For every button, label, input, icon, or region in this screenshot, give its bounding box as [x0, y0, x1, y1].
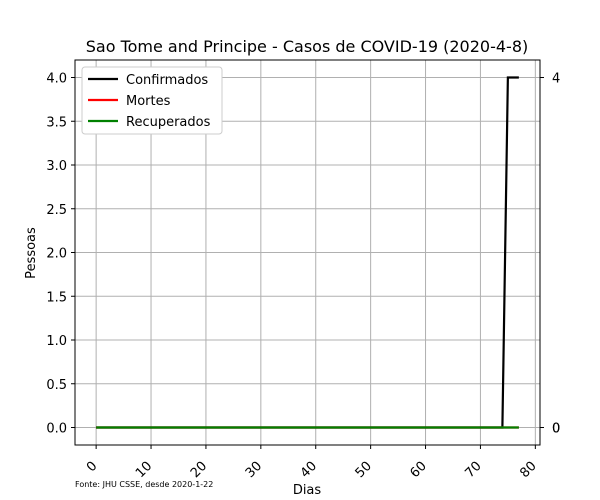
y-tick-label: 1.0 [46, 334, 67, 349]
right-value-label: 0 [552, 422, 560, 437]
right-value-label: 4 [552, 72, 560, 87]
y-tick-label: 2.5 [46, 203, 67, 218]
x-tick-label: 50 [353, 459, 375, 481]
legend: Confirmados Mortes Recuperados [81, 66, 223, 135]
y-tick-label: 0.0 [46, 422, 67, 437]
x-tick-label: 30 [243, 459, 265, 481]
y-tick-label: 4.0 [46, 72, 67, 87]
y-tick-label: 1.5 [46, 290, 67, 305]
x-axis-ticks: 0 10 20 30 40 50 60 70 80 [84, 445, 540, 481]
x-tick-label: 0 [84, 459, 100, 475]
legend-label: Mortes [126, 94, 171, 109]
y-axis-ticks: 0.0 0.5 1.0 1.5 2.0 2.5 3.0 3.5 4.0 [46, 72, 75, 437]
x-tick-label: 60 [408, 459, 430, 481]
grid-lines [75, 60, 540, 445]
right-value-label: 0 [552, 422, 560, 437]
y-tick-label: 0.5 [46, 378, 67, 393]
y-axis-label: Pessoas [24, 227, 39, 279]
legend-label: Recuperados [126, 115, 211, 130]
x-tick-label: 20 [188, 459, 210, 481]
x-tick-label: 10 [133, 459, 155, 481]
legend-box [81, 66, 223, 135]
x-tick-label: 40 [298, 459, 320, 481]
x-tick-label: 80 [517, 459, 539, 481]
right-value-labels: 400 [540, 72, 560, 437]
chart-title: Sao Tome and Principe - Casos de COVID-1… [86, 37, 529, 56]
legend-label: Confirmados [126, 73, 208, 88]
plot-series [96, 76, 519, 429]
y-tick-label: 3.0 [46, 159, 67, 174]
x-axis-label: Dias [293, 483, 322, 498]
y-tick-label: 2.0 [46, 247, 67, 262]
y-tick-label: 3.5 [46, 115, 67, 130]
x-tick-label: 70 [462, 459, 484, 481]
source-note: Fonte: JHU CSSE, desde 2020-1-22 [75, 480, 213, 489]
